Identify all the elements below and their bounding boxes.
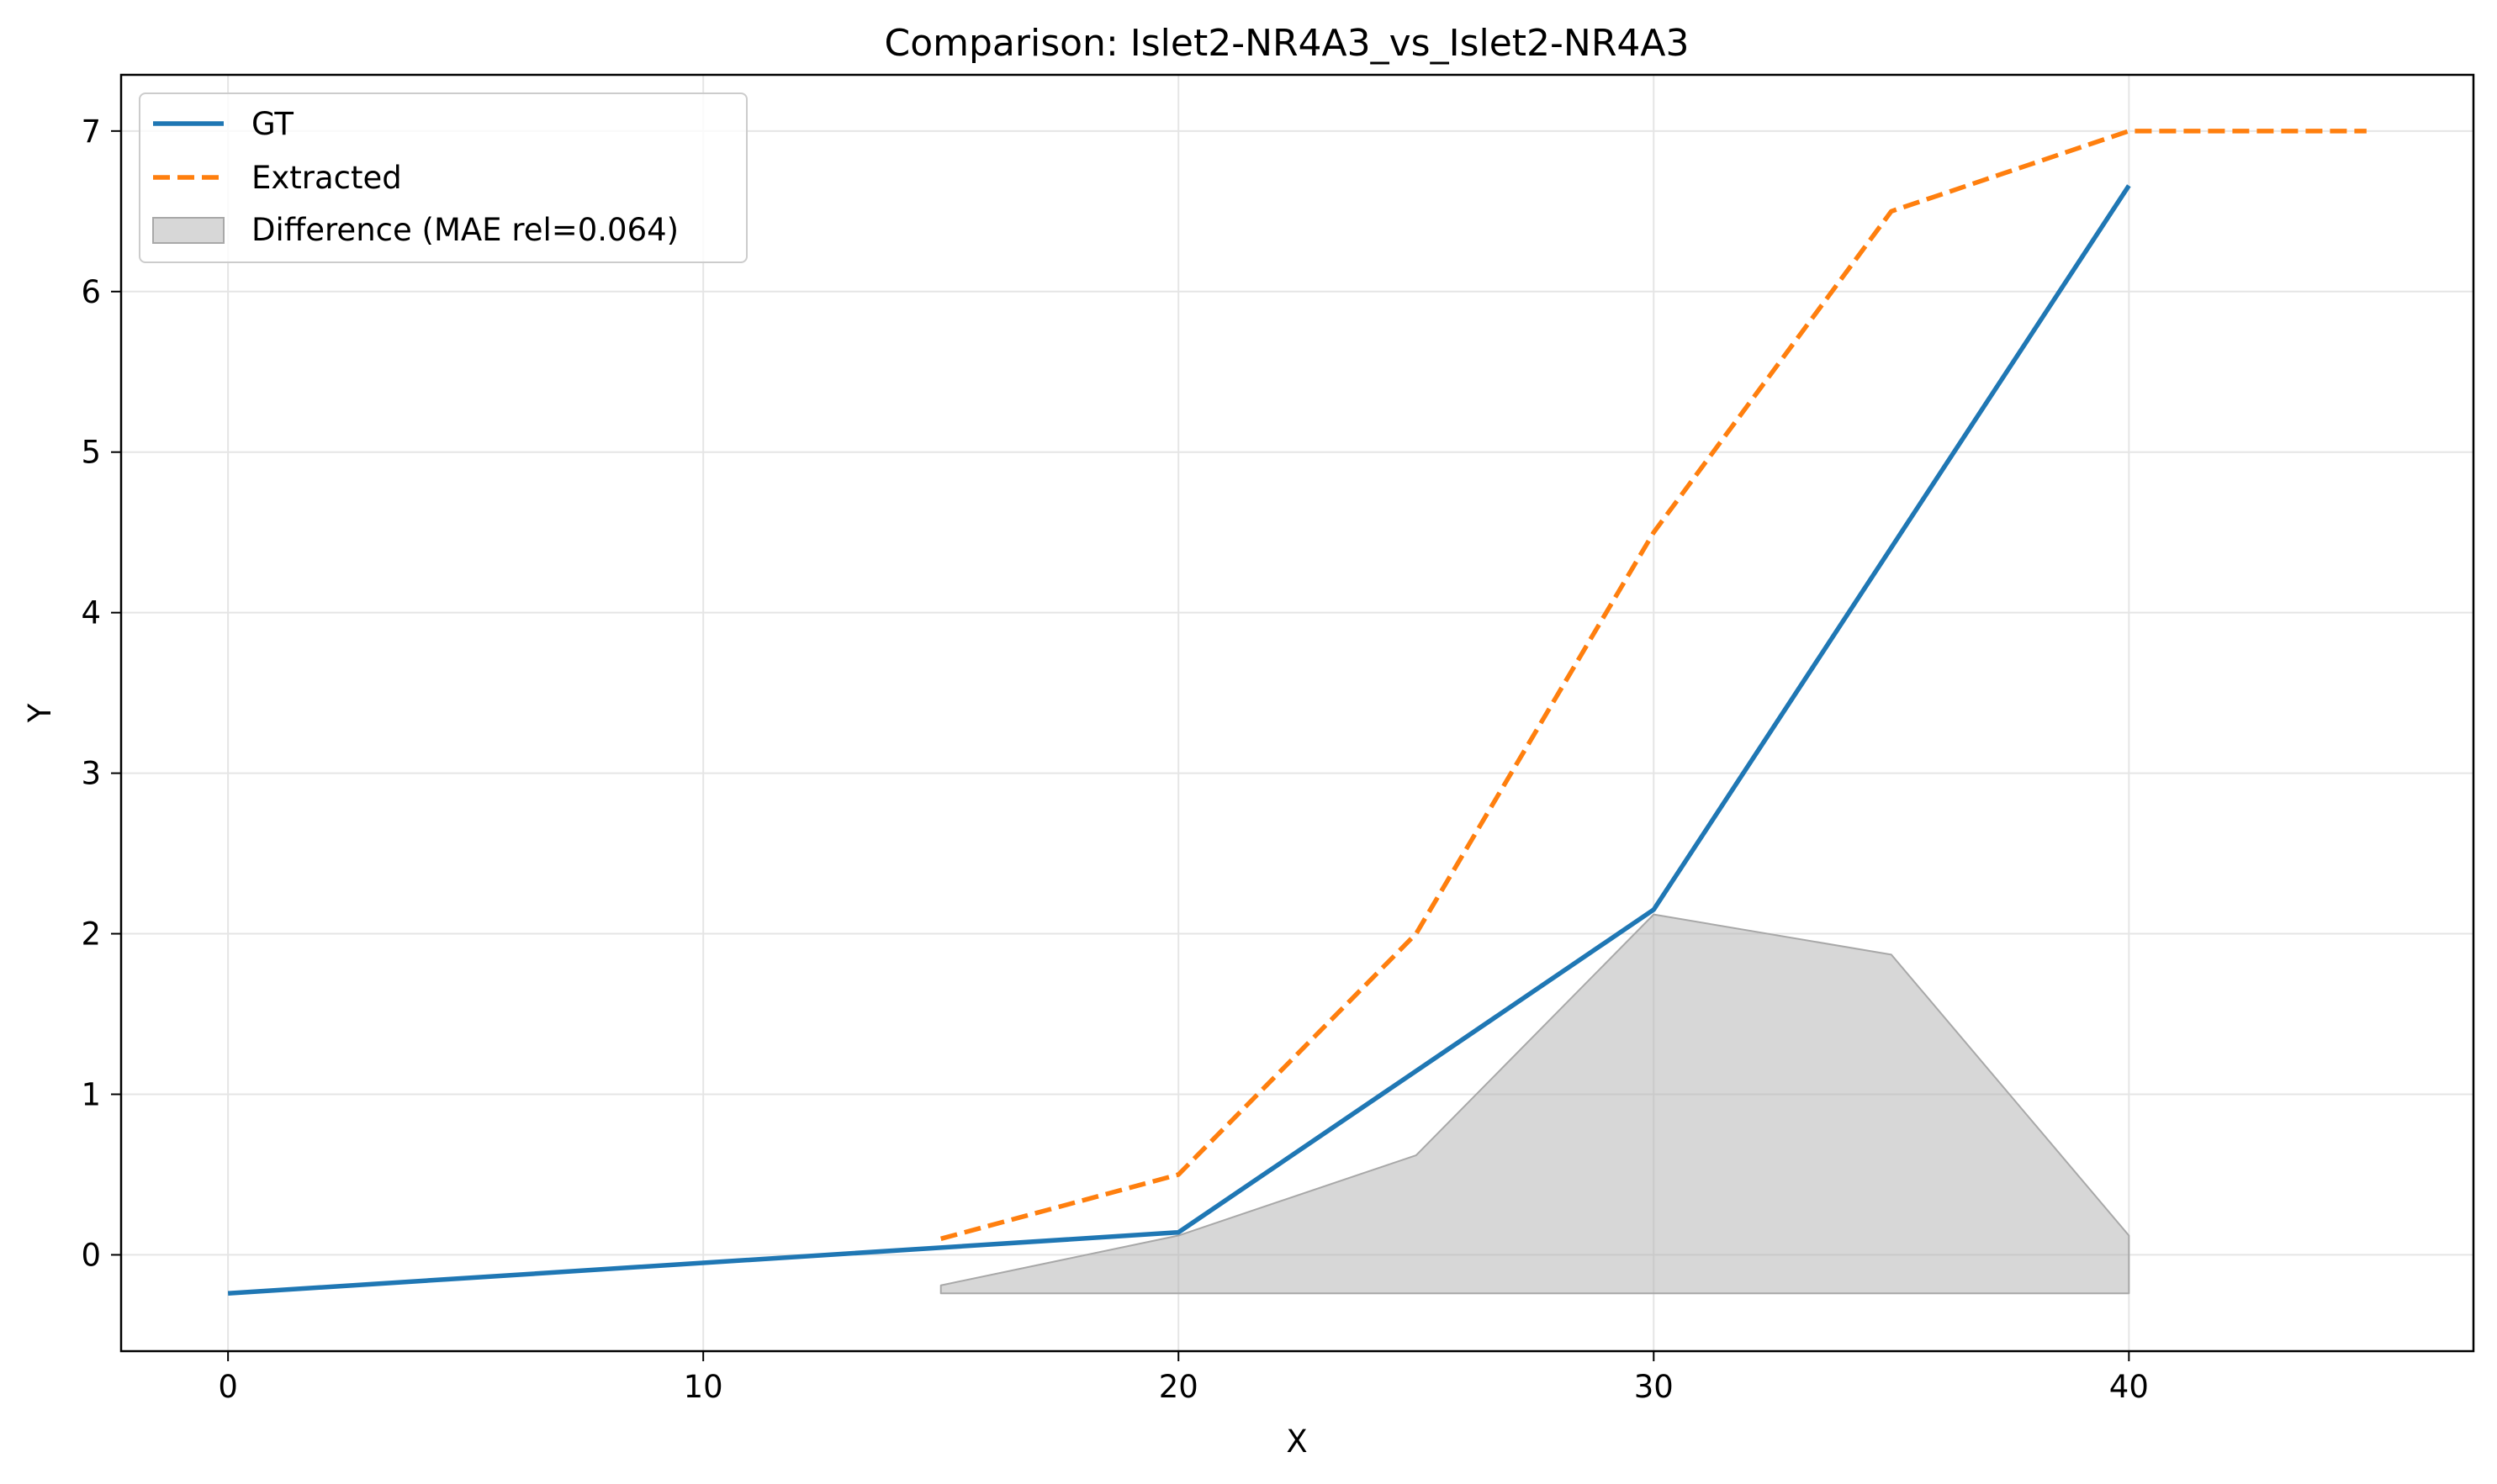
x-axis-label: X xyxy=(1286,1423,1307,1460)
plot-frame xyxy=(119,73,2475,1353)
legend-box xyxy=(139,92,748,263)
y-tick-label: 2 xyxy=(81,916,101,953)
y-tick-label: 5 xyxy=(81,435,101,471)
y-tick-label: 6 xyxy=(81,274,101,310)
y-tick-label: 0 xyxy=(81,1237,101,1273)
chart-title: Comparison: Islet2-NR4A3_vs_Islet2-NR4A3 xyxy=(885,22,1690,65)
difference-area xyxy=(939,913,2130,1295)
legend-label-difference: Difference (MAE rel=0.064) xyxy=(251,212,679,248)
x-axis: 0 10 20 30 40 xyxy=(218,1351,2149,1405)
series-line-extracted xyxy=(939,129,2367,1241)
x-tick-label: 0 xyxy=(218,1369,238,1405)
x-tick-label: 20 xyxy=(1159,1369,1198,1405)
y-axis: 0 1 2 3 4 5 6 7 xyxy=(81,114,121,1273)
grid xyxy=(121,75,2473,1351)
legend-label-gt: GT xyxy=(251,106,294,142)
legend: GT Extracted Difference (MAE rel=0.064) xyxy=(139,92,748,263)
y-tick-label: 3 xyxy=(81,756,101,792)
y-axis-label: Y xyxy=(22,703,58,723)
y-tick-label: 1 xyxy=(81,1076,101,1112)
x-tick-label: 40 xyxy=(2109,1369,2149,1405)
x-tick-label: 30 xyxy=(1634,1369,1674,1405)
y-tick-label: 4 xyxy=(81,595,101,631)
legend-swatch-difference xyxy=(152,217,225,244)
y-tick-label: 7 xyxy=(81,114,101,150)
series-line-gt xyxy=(227,184,2131,1297)
series-layer xyxy=(227,129,2367,1297)
x-tick-label: 10 xyxy=(684,1369,723,1405)
difference-layer xyxy=(939,913,2130,1295)
legend-label-extracted: Extracted xyxy=(251,160,402,196)
